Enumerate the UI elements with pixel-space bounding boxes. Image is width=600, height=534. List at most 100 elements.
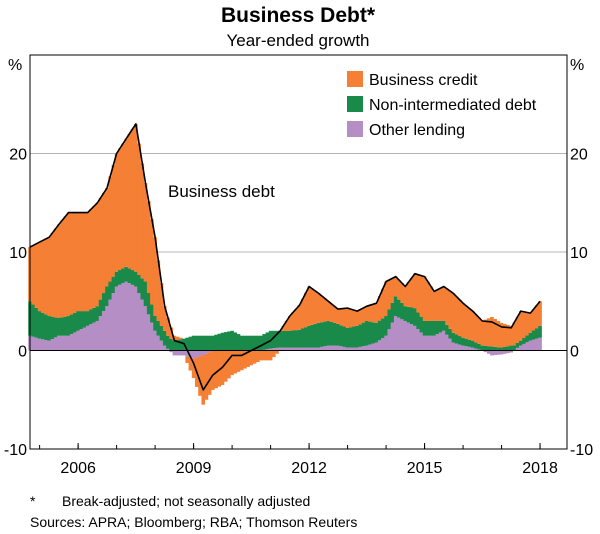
bar-non-intermediated-debt bbox=[384, 316, 388, 336]
bar-non-intermediated-debt bbox=[156, 320, 161, 336]
legend-swatch-other-lending bbox=[347, 121, 363, 137]
bar-business-credit bbox=[316, 293, 321, 323]
bar-business-credit bbox=[397, 279, 401, 300]
bar-other-lending bbox=[535, 338, 539, 351]
bar-business-credit bbox=[121, 143, 125, 269]
bar-other-lending bbox=[281, 347, 286, 351]
bar-non-intermediated-debt bbox=[166, 335, 170, 349]
bar-non-intermediated-debt bbox=[162, 330, 167, 346]
bar-non-intermediated-debt bbox=[519, 340, 523, 346]
bar-other-lending bbox=[528, 340, 533, 351]
bar-non-intermediated-debt bbox=[130, 270, 135, 285]
bar-business-credit bbox=[336, 309, 340, 324]
bar-other-lending bbox=[310, 347, 315, 351]
bar-business-credit bbox=[69, 212, 74, 315]
bar-non-intermediated-debt bbox=[118, 270, 122, 285]
bar-non-intermediated-debt bbox=[66, 316, 71, 336]
bar-other-lending bbox=[342, 346, 347, 351]
bar-non-intermediated-debt bbox=[281, 330, 286, 348]
bar-non-intermediated-debt bbox=[275, 330, 279, 348]
bar-other-lending bbox=[156, 335, 161, 351]
bar-business-credit bbox=[458, 299, 462, 337]
bar-other-lending bbox=[358, 346, 363, 351]
bar-business-credit bbox=[201, 355, 206, 405]
bar-business-credit bbox=[515, 316, 520, 343]
bar-non-intermediated-debt bbox=[105, 286, 109, 307]
bar-non-intermediated-debt bbox=[313, 323, 318, 348]
bar-business-credit bbox=[438, 288, 443, 321]
bar-other-lending bbox=[169, 350, 173, 353]
bar-business-credit bbox=[188, 357, 193, 371]
bar-non-intermediated-debt bbox=[477, 343, 481, 350]
bar-business-credit bbox=[50, 232, 55, 317]
bar-business-credit bbox=[442, 286, 446, 321]
bar-other-lending bbox=[374, 342, 379, 351]
bar-non-intermediated-debt bbox=[368, 321, 372, 345]
bar-business-credit bbox=[191, 358, 196, 379]
bar-other-lending bbox=[483, 350, 488, 353]
bar-non-intermediated-debt bbox=[188, 336, 193, 351]
bar-non-intermediated-debt bbox=[121, 268, 125, 284]
bar-business-credit bbox=[108, 176, 113, 282]
bar-business-credit bbox=[175, 336, 180, 340]
bar-non-intermediated-debt bbox=[294, 330, 299, 348]
chart-subtitle: Year-ended growth bbox=[226, 31, 369, 50]
bar-other-lending bbox=[92, 322, 96, 351]
bar-other-lending bbox=[313, 347, 318, 351]
bar-other-lending bbox=[397, 317, 401, 351]
bar-other-lending bbox=[69, 334, 74, 351]
bar-non-intermediated-debt bbox=[323, 321, 327, 347]
bar-business-credit bbox=[512, 322, 517, 346]
y-tick-label-left: -10 bbox=[4, 442, 27, 459]
bar-other-lending bbox=[294, 347, 299, 351]
bar-business-credit bbox=[214, 350, 218, 389]
bar-non-intermediated-debt bbox=[445, 324, 449, 335]
bar-non-intermediated-debt bbox=[111, 276, 116, 294]
bar-non-intermediated-debt bbox=[98, 299, 103, 317]
bar-business-credit bbox=[538, 301, 542, 326]
bar-non-intermediated-debt bbox=[153, 316, 157, 331]
bar-other-lending bbox=[422, 335, 427, 351]
bar-non-intermediated-debt bbox=[451, 332, 456, 343]
bar-non-intermediated-debt bbox=[310, 324, 315, 348]
bar-non-intermediated-debt bbox=[307, 325, 311, 348]
bar-business-credit bbox=[531, 309, 536, 331]
bar-other-lending bbox=[435, 334, 440, 351]
bar-business-credit bbox=[374, 303, 379, 323]
bar-business-credit bbox=[73, 212, 77, 313]
bar-business-credit bbox=[204, 353, 209, 400]
bar-other-lending bbox=[470, 347, 475, 351]
bar-business-credit bbox=[185, 356, 189, 363]
bar-non-intermediated-debt bbox=[230, 330, 234, 351]
bar-non-intermediated-debt bbox=[329, 321, 334, 346]
bar-non-intermediated-debt bbox=[502, 346, 507, 351]
y-axis-left: -10 0 10 20 bbox=[4, 147, 27, 460]
bar-non-intermediated-debt bbox=[432, 320, 436, 336]
bar-business-credit bbox=[422, 276, 427, 321]
bar-business-credit bbox=[406, 282, 411, 307]
bar-business-credit bbox=[522, 311, 526, 339]
bar-other-lending bbox=[409, 324, 414, 351]
bar-other-lending bbox=[499, 350, 504, 355]
bar-non-intermediated-debt bbox=[34, 307, 39, 338]
bar-business-credit bbox=[236, 350, 241, 372]
bar-other-lending bbox=[384, 335, 388, 351]
bar-non-intermediated-debt bbox=[223, 332, 228, 351]
bar-non-intermediated-debt bbox=[522, 338, 526, 344]
y-unit-left: % bbox=[8, 57, 22, 74]
bar-business-credit bbox=[291, 312, 295, 331]
bar-non-intermediated-debt bbox=[124, 266, 129, 282]
bar-business-credit bbox=[153, 237, 157, 317]
bar-business-credit bbox=[461, 303, 465, 338]
bar-non-intermediated-debt bbox=[454, 334, 459, 344]
y-tick-label-left: 20 bbox=[9, 147, 27, 164]
bar-other-lending bbox=[268, 348, 273, 351]
bar-business-credit bbox=[98, 197, 103, 300]
bar-business-credit bbox=[211, 350, 215, 390]
bar-business-credit bbox=[329, 303, 334, 322]
legend-swatch-business-credit bbox=[347, 71, 363, 87]
bar-other-lending bbox=[195, 350, 199, 358]
bar-other-lending bbox=[153, 330, 157, 351]
y-unit-right: % bbox=[570, 57, 584, 74]
bar-business-credit bbox=[249, 350, 254, 366]
